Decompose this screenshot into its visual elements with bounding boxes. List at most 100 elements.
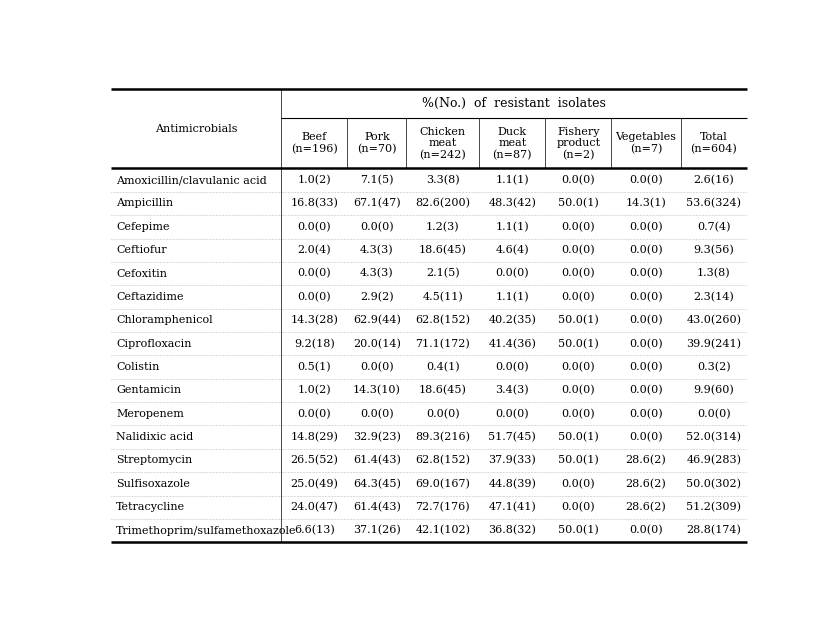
Text: 44.8(39): 44.8(39) [488, 479, 536, 489]
Text: 0.0(0): 0.0(0) [359, 362, 393, 372]
Text: 64.3(45): 64.3(45) [353, 479, 400, 489]
Text: 0.0(0): 0.0(0) [495, 268, 528, 279]
Text: 50.0(1): 50.0(1) [558, 455, 598, 466]
Text: 61.4(43): 61.4(43) [353, 502, 400, 512]
Text: 7.1(5): 7.1(5) [359, 175, 393, 185]
Text: 0.7(4): 0.7(4) [696, 222, 730, 232]
Text: 82.6(200): 82.6(200) [415, 198, 470, 209]
Text: Pork
(n=70): Pork (n=70) [357, 133, 396, 154]
Text: 0.0(0): 0.0(0) [495, 409, 528, 419]
Text: 71.1(172): 71.1(172) [415, 339, 470, 349]
Text: 51.2(309): 51.2(309) [686, 502, 741, 512]
Text: Ampicillin: Ampicillin [116, 198, 173, 208]
Text: Duck
meat
(n=87): Duck meat (n=87) [492, 126, 532, 160]
Text: 72.7(176): 72.7(176) [415, 502, 470, 512]
Text: 0.0(0): 0.0(0) [561, 479, 594, 489]
Text: 46.9(283): 46.9(283) [686, 455, 741, 466]
Text: Tetracycline: Tetracycline [116, 502, 186, 512]
Text: Chloramphenicol: Chloramphenicol [116, 316, 212, 326]
Text: 37.9(33): 37.9(33) [488, 455, 536, 466]
Text: 0.0(0): 0.0(0) [561, 385, 594, 396]
Text: 28.6(2): 28.6(2) [625, 479, 665, 489]
Text: 36.8(32): 36.8(32) [488, 525, 536, 536]
Text: 61.4(43): 61.4(43) [353, 455, 400, 466]
Text: 20.0(14): 20.0(14) [353, 339, 400, 349]
Text: 1.1(1): 1.1(1) [495, 175, 528, 185]
Text: 0.0(0): 0.0(0) [629, 292, 662, 302]
Text: 50.0(302): 50.0(302) [686, 479, 741, 489]
Text: 47.1(41): 47.1(41) [488, 502, 536, 512]
Text: 0.0(0): 0.0(0) [561, 502, 594, 512]
Text: 1.1(1): 1.1(1) [495, 222, 528, 232]
Text: 62.9(44): 62.9(44) [353, 315, 400, 326]
Text: 24.0(47): 24.0(47) [290, 502, 338, 512]
Text: 6.6(13): 6.6(13) [293, 525, 334, 536]
Text: 0.3(2): 0.3(2) [696, 362, 730, 372]
Text: %(No.)  of  resistant  isolates: %(No.) of resistant isolates [421, 97, 605, 110]
Text: 42.1(102): 42.1(102) [415, 525, 470, 536]
Text: 1.1(1): 1.1(1) [495, 292, 528, 302]
Text: Sulfisoxazole: Sulfisoxazole [116, 479, 190, 489]
Text: 2.9(2): 2.9(2) [359, 292, 393, 302]
Text: 41.4(36): 41.4(36) [488, 339, 536, 349]
Text: 0.0(0): 0.0(0) [561, 175, 594, 185]
Text: Trimethoprim/sulfamethoxazole: Trimethoprim/sulfamethoxazole [116, 526, 297, 536]
Text: 40.2(35): 40.2(35) [488, 315, 536, 326]
Text: Gentamicin: Gentamicin [116, 386, 181, 396]
Text: 4.3(3): 4.3(3) [359, 245, 393, 255]
Text: Streptomycin: Streptomycin [116, 456, 192, 466]
Text: Colistin: Colistin [116, 362, 160, 372]
Text: 28.6(2): 28.6(2) [625, 455, 665, 466]
Text: 14.3(10): 14.3(10) [353, 385, 400, 396]
Text: 37.1(26): 37.1(26) [353, 525, 400, 536]
Text: 18.6(45): 18.6(45) [419, 245, 466, 255]
Text: 18.6(45): 18.6(45) [419, 385, 466, 396]
Text: 32.9(23): 32.9(23) [353, 432, 400, 442]
Text: 50.0(1): 50.0(1) [558, 432, 598, 442]
Text: Fishery
product
(n=2): Fishery product (n=2) [556, 126, 599, 160]
Text: 14.3(28): 14.3(28) [290, 315, 338, 326]
Text: 0.0(0): 0.0(0) [561, 268, 594, 279]
Text: 14.8(29): 14.8(29) [290, 432, 338, 442]
Text: 62.8(152): 62.8(152) [415, 315, 470, 326]
Text: 50.0(1): 50.0(1) [558, 198, 598, 209]
Text: 9.3(56): 9.3(56) [692, 245, 733, 255]
Text: 0.4(1): 0.4(1) [426, 362, 459, 372]
Text: 43.0(260): 43.0(260) [686, 315, 741, 326]
Text: 0.0(0): 0.0(0) [297, 222, 331, 232]
Text: 51.7(45): 51.7(45) [488, 432, 536, 442]
Text: Ceftazidime: Ceftazidime [116, 292, 184, 302]
Text: 0.0(0): 0.0(0) [696, 409, 730, 419]
Text: 0.0(0): 0.0(0) [561, 245, 594, 255]
Text: 0.0(0): 0.0(0) [629, 339, 662, 349]
Text: 48.3(42): 48.3(42) [488, 198, 536, 209]
Text: 0.0(0): 0.0(0) [629, 268, 662, 279]
Text: 3.4(3): 3.4(3) [495, 385, 528, 396]
Text: 1.0(2): 1.0(2) [297, 175, 331, 185]
Text: 89.3(216): 89.3(216) [415, 432, 470, 442]
Text: Ceftiofur: Ceftiofur [116, 246, 166, 255]
Text: 4.3(3): 4.3(3) [359, 268, 393, 279]
Text: Antimicrobials: Antimicrobials [155, 123, 237, 133]
Text: Cefepime: Cefepime [116, 222, 170, 232]
Text: 26.5(52): 26.5(52) [290, 455, 338, 466]
Text: 0.0(0): 0.0(0) [561, 292, 594, 302]
Text: 9.9(60): 9.9(60) [692, 385, 733, 396]
Text: 50.0(1): 50.0(1) [558, 315, 598, 326]
Text: Meropenem: Meropenem [116, 409, 184, 419]
Text: 1.2(3): 1.2(3) [426, 222, 459, 232]
Text: Ciprofloxacin: Ciprofloxacin [116, 339, 191, 348]
Text: 0.0(0): 0.0(0) [495, 362, 528, 372]
Text: 2.1(5): 2.1(5) [426, 268, 459, 279]
Text: Chicken
meat
(n=242): Chicken meat (n=242) [419, 126, 466, 160]
Text: 0.0(0): 0.0(0) [561, 222, 594, 232]
Text: 0.0(0): 0.0(0) [561, 409, 594, 419]
Text: 28.8(174): 28.8(174) [686, 525, 741, 536]
Text: Total
(n=604): Total (n=604) [690, 133, 737, 154]
Text: 0.0(0): 0.0(0) [297, 292, 331, 302]
Text: 1.0(2): 1.0(2) [297, 385, 331, 396]
Text: 69.0(167): 69.0(167) [415, 479, 470, 489]
Text: 4.5(11): 4.5(11) [422, 292, 462, 302]
Text: 25.0(49): 25.0(49) [290, 479, 338, 489]
Text: 2.0(4): 2.0(4) [297, 245, 331, 255]
